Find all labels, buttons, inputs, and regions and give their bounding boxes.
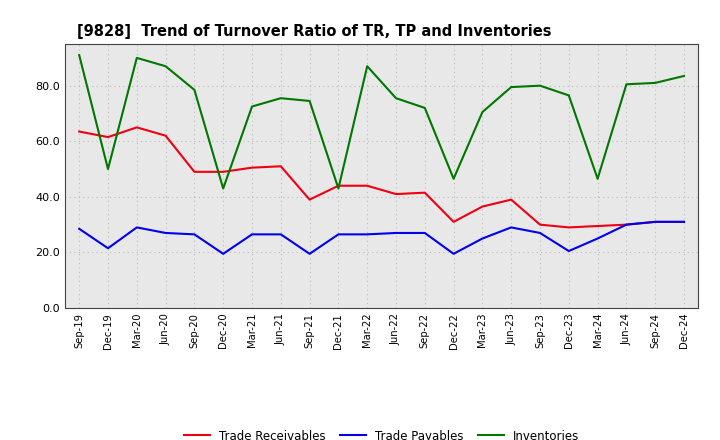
Trade Receivables (564, 225, 573, 230)
Trade Payables (536, 230, 544, 235)
Trade Payables (334, 232, 343, 237)
Inventories (305, 98, 314, 103)
Inventories (593, 176, 602, 181)
Trade Receivables (104, 135, 112, 140)
Trade Receivables (276, 164, 285, 169)
Inventories (564, 93, 573, 98)
Inventories (420, 105, 429, 110)
Inventories (104, 166, 112, 172)
Trade Receivables (75, 129, 84, 134)
Inventories (449, 176, 458, 181)
Trade Payables (593, 236, 602, 241)
Inventories (161, 64, 170, 69)
Inventories (478, 110, 487, 115)
Trade Payables (132, 225, 141, 230)
Trade Receivables (622, 222, 631, 227)
Trade Receivables (132, 125, 141, 130)
Line: Inventories: Inventories (79, 55, 684, 188)
Trade Receivables (334, 183, 343, 188)
Inventories (651, 80, 660, 85)
Inventories (248, 104, 256, 109)
Trade Payables (449, 251, 458, 257)
Trade Receivables (363, 183, 372, 188)
Trade Payables (507, 225, 516, 230)
Trade Payables (276, 232, 285, 237)
Inventories (75, 52, 84, 58)
Trade Payables (420, 230, 429, 235)
Inventories (392, 95, 400, 101)
Inventories (132, 55, 141, 61)
Trade Receivables (478, 204, 487, 209)
Trade Payables (622, 222, 631, 227)
Line: Trade Payables: Trade Payables (79, 222, 684, 254)
Trade Receivables (190, 169, 199, 175)
Trade Payables (75, 226, 84, 231)
Inventories (622, 82, 631, 87)
Inventories (219, 186, 228, 191)
Legend: Trade Receivables, Trade Payables, Inventories: Trade Receivables, Trade Payables, Inven… (179, 425, 585, 440)
Trade Receivables (507, 197, 516, 202)
Trade Payables (392, 230, 400, 235)
Trade Payables (651, 219, 660, 224)
Trade Payables (564, 249, 573, 254)
Inventories (363, 64, 372, 69)
Inventories (190, 87, 199, 92)
Trade Receivables (161, 133, 170, 138)
Trade Receivables (651, 219, 660, 224)
Inventories (276, 95, 285, 101)
Inventories (334, 186, 343, 191)
Trade Receivables (449, 219, 458, 224)
Inventories (680, 73, 688, 79)
Trade Receivables (248, 165, 256, 170)
Trade Receivables (305, 197, 314, 202)
Trade Payables (680, 219, 688, 224)
Trade Payables (161, 230, 170, 235)
Line: Trade Receivables: Trade Receivables (79, 127, 684, 227)
Trade Payables (104, 246, 112, 251)
Trade Receivables (593, 224, 602, 229)
Trade Receivables (536, 222, 544, 227)
Text: [9828]  Trend of Turnover Ratio of TR, TP and Inventories: [9828] Trend of Turnover Ratio of TR, TP… (78, 24, 552, 39)
Trade Receivables (680, 219, 688, 224)
Trade Payables (363, 232, 372, 237)
Trade Receivables (420, 190, 429, 195)
Trade Receivables (392, 191, 400, 197)
Trade Payables (190, 232, 199, 237)
Trade Payables (305, 251, 314, 257)
Trade Receivables (219, 169, 228, 175)
Inventories (536, 83, 544, 88)
Trade Payables (219, 251, 228, 257)
Inventories (507, 84, 516, 90)
Trade Payables (248, 232, 256, 237)
Trade Payables (478, 236, 487, 241)
